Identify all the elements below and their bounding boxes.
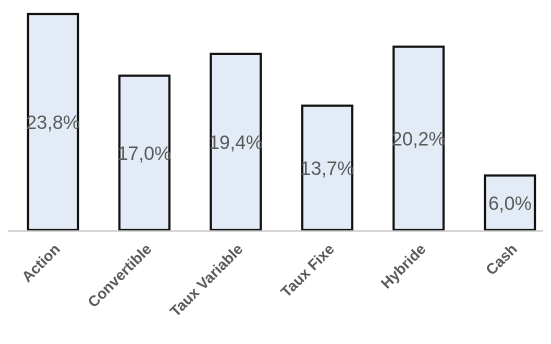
data-label-hybride: 20,2%	[392, 129, 446, 150]
bars-layer	[26, 12, 537, 232]
bar-cash	[483, 174, 537, 232]
x-tick-label-hybride: Hybride	[378, 241, 430, 293]
x-tick-label-action: Action	[19, 241, 64, 286]
data-label-action: 23,8%	[26, 113, 80, 134]
data-labels-layer: 23,8% 17,0% 19,4% 13,7% 20,2% 6,0%	[26, 113, 532, 215]
bar-action	[26, 12, 80, 232]
bar-hybride	[392, 45, 445, 232]
data-label-cash: 6,0%	[488, 194, 531, 215]
data-label-taux-fixe: 13,7%	[300, 159, 354, 180]
bar-taux-variable	[209, 52, 262, 232]
x-tick-label-cash: Cash	[483, 241, 521, 279]
x-tick-label-taux-variable: Taux Variable	[167, 241, 247, 321]
x-tick-label-convertible: Convertible	[85, 241, 155, 311]
bar-convertible	[118, 74, 171, 232]
data-label-convertible: 17,0%	[117, 144, 171, 165]
x-tick-label-taux-fixe: Taux Fixe	[278, 241, 338, 301]
data-label-taux-variable: 19,4%	[209, 133, 263, 154]
x-tick-labels-layer: Action Convertible Taux Variable Taux Fixe H…	[19, 241, 521, 321]
bar-taux-fixe	[301, 104, 354, 232]
